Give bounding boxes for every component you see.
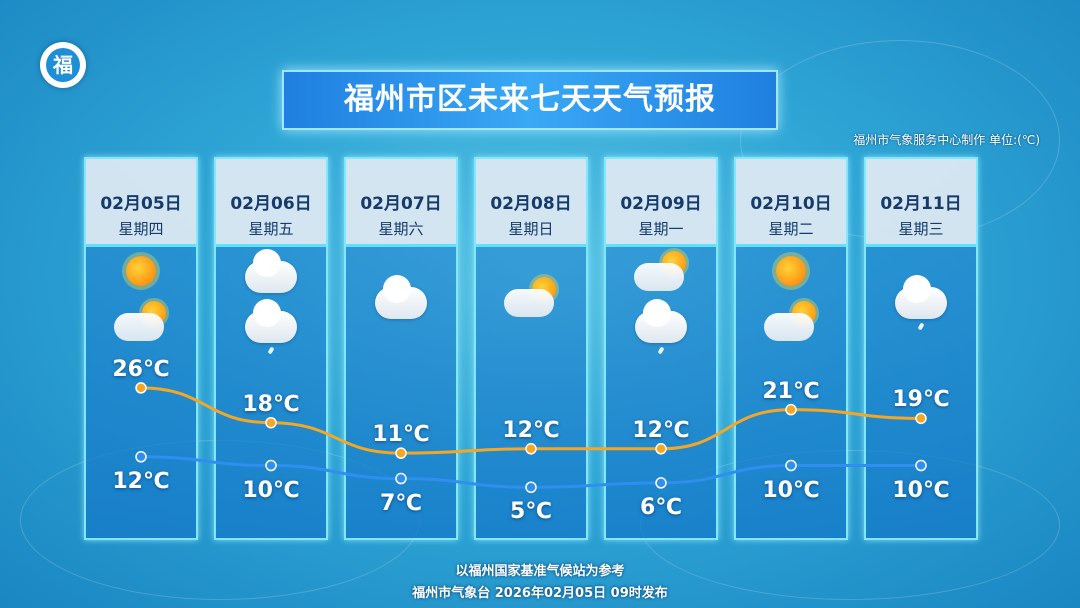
high-temp-point xyxy=(915,412,927,425)
high-temp-label: 21℃ xyxy=(762,378,820,404)
high-temp-point xyxy=(395,447,407,459)
producer-unit-note: 福州市气象服务中心制作 单位:(℃) xyxy=(853,133,1040,147)
day-column: 02月06日 星期五 xyxy=(214,157,328,540)
cloudy-icon xyxy=(375,275,427,319)
low-temp-label: 6℃ xyxy=(640,494,682,520)
cloudy-icon xyxy=(245,249,297,293)
high-temp-point xyxy=(265,416,277,429)
high-temp-label: 12℃ xyxy=(632,417,690,443)
day-header: 02月09日 星期一 xyxy=(606,159,716,247)
day-date: 02月09日 xyxy=(620,194,702,214)
low-temp-label: 12℃ xyxy=(112,468,170,494)
day-header: 02月06日 星期五 xyxy=(216,159,326,247)
high-temp-label: 26℃ xyxy=(112,356,170,382)
day-date: 02月10日 xyxy=(750,194,832,214)
day-column: 02月11日 星期三 xyxy=(864,157,978,540)
day-weekday: 星期四 xyxy=(118,220,164,238)
sunny-icon xyxy=(776,256,806,286)
day-weekday: 星期六 xyxy=(378,220,424,238)
low-temp-label: 7℃ xyxy=(380,490,422,516)
sunny-icon xyxy=(126,256,156,286)
day-header: 02月11日 星期三 xyxy=(866,159,976,247)
day-date: 02月07日 xyxy=(360,194,442,214)
footer-reference: 以福州国家基准气候站为参考 xyxy=(455,564,625,579)
partly-cloudy-icon xyxy=(504,277,558,317)
day-header: 02月08日 星期日 xyxy=(476,159,586,247)
light-rain-icon xyxy=(635,299,687,355)
high-temp-label: 12℃ xyxy=(502,417,560,443)
high-temp-label: 11℃ xyxy=(372,422,430,448)
low-temp-point xyxy=(915,459,927,472)
high-temp-point xyxy=(525,443,537,455)
page-title: 福州市区未来七天天气预报 xyxy=(282,70,778,130)
low-temp-point xyxy=(135,451,147,463)
day-weekday: 星期三 xyxy=(898,220,944,238)
day-column: 02月05日 星期四 xyxy=(84,157,198,540)
high-temp-label: 19℃ xyxy=(892,387,950,413)
high-temp-point xyxy=(135,382,147,394)
low-temp-point xyxy=(785,459,797,472)
low-temp-label: 10℃ xyxy=(762,477,820,503)
day-weekday: 星期二 xyxy=(768,220,814,238)
day-date: 02月11日 xyxy=(880,194,962,214)
day-weekday: 星期日 xyxy=(508,220,554,238)
high-temp-point xyxy=(785,403,797,416)
low-temp-label: 10℃ xyxy=(892,477,950,503)
partly-cloudy-icon xyxy=(764,301,818,341)
day-date: 02月08日 xyxy=(490,194,572,214)
partly-cloudy-icon xyxy=(114,301,168,341)
day-weekday: 星期一 xyxy=(638,220,684,238)
day-header: 02月10日 星期二 xyxy=(736,159,846,247)
day-header: 02月05日 星期四 xyxy=(86,159,196,247)
day-date: 02月05日 xyxy=(100,194,182,214)
low-temp-point xyxy=(525,481,537,493)
low-temp-point xyxy=(265,459,277,472)
day-date: 02月06日 xyxy=(230,194,312,214)
logo-glyph: 福 xyxy=(46,48,80,82)
partly-cloudy-icon xyxy=(634,251,688,291)
day-header: 02月07日 星期六 xyxy=(346,159,456,247)
light-rain-icon xyxy=(245,299,297,355)
light-rain-icon xyxy=(895,275,947,331)
footer-issuer: 福州市气象台 2026年02月05日 09时发布 xyxy=(412,586,668,601)
high-temp-point xyxy=(655,443,667,455)
low-temp-point xyxy=(655,477,667,489)
day-weekday: 星期五 xyxy=(248,220,294,238)
day-column: 02月08日 星期日 xyxy=(474,157,588,540)
fuzhou-logo: 福 xyxy=(40,42,86,88)
low-temp-label: 5℃ xyxy=(510,499,552,525)
low-temp-label: 10℃ xyxy=(242,477,300,503)
high-temp-label: 18℃ xyxy=(242,391,300,417)
day-column: 02月09日 星期一 xyxy=(604,157,718,540)
day-column: 02月10日 星期二 xyxy=(734,157,848,540)
low-temp-point xyxy=(395,472,407,485)
